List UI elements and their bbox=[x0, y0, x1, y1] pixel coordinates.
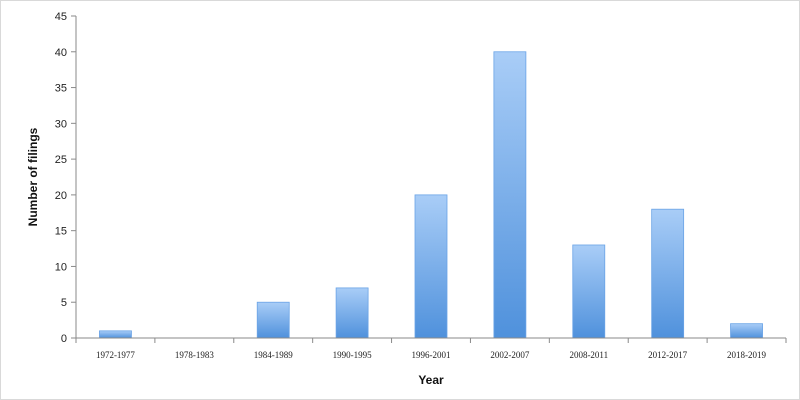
y-tick-label: 35 bbox=[55, 83, 67, 95]
x-tick-label: 1978-1983 bbox=[175, 350, 214, 360]
y-tick-label: 45 bbox=[55, 11, 67, 23]
y-tick-label: 40 bbox=[55, 47, 67, 59]
bar-2012-2017 bbox=[651, 208, 685, 339]
y-tick-label: 10 bbox=[55, 261, 67, 273]
x-tick-label: 1972-1977 bbox=[96, 350, 135, 360]
x-tick-label: 1996-2001 bbox=[412, 350, 451, 360]
x-tick-label: 1984-1989 bbox=[254, 350, 293, 360]
x-tick-label: 1990-1995 bbox=[333, 350, 372, 360]
y-tick-label: 15 bbox=[55, 226, 67, 238]
x-tick-label: 2012-2017 bbox=[648, 350, 687, 360]
y-tick-label: 30 bbox=[55, 118, 67, 130]
y-tick-label: 0 bbox=[61, 333, 67, 345]
y-axis-ticks: 0 5 10 15 20 25 30 35 40 45 bbox=[55, 11, 76, 345]
y-tick-label: 25 bbox=[55, 154, 67, 166]
x-axis-title: Year bbox=[418, 373, 444, 387]
x-tick-label: 2018-2019 bbox=[727, 350, 766, 360]
bar-1990-1995 bbox=[335, 287, 369, 339]
y-tick-label: 20 bbox=[55, 190, 67, 202]
y-tick-label: 5 bbox=[61, 297, 67, 309]
bar-1972-1977 bbox=[99, 330, 132, 339]
bar-2018-2019 bbox=[730, 323, 763, 339]
bar-1996-2001 bbox=[414, 194, 448, 339]
y-axis-title: Number of filings bbox=[26, 127, 40, 226]
x-axis-tick-labels: 1972-1977 1978-1983 1984-1989 1990-1995 1996… bbox=[75, 338, 787, 360]
x-tick-label: 2008-2011 bbox=[569, 350, 608, 360]
bar-2008-2011 bbox=[572, 244, 606, 339]
bar-2002-2007 bbox=[493, 51, 527, 339]
bar-1984-1989 bbox=[256, 301, 290, 339]
bars bbox=[99, 51, 763, 339]
x-tick-label: 2002-2007 bbox=[490, 350, 529, 360]
